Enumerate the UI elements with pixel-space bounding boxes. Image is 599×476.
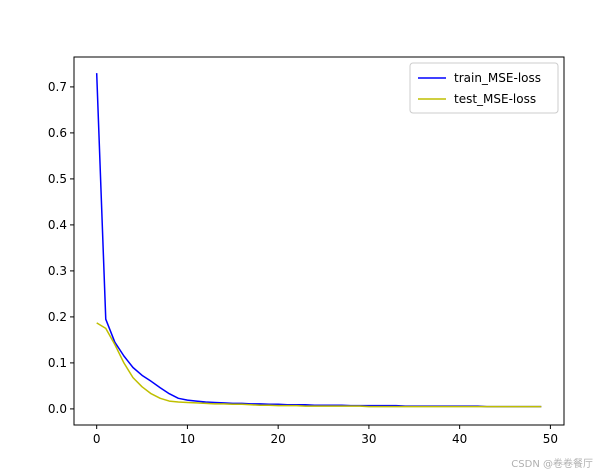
y-axis-ticks: 0.0 0.1 0.2 0.3 0.4 0.5 0.6 0.7 [48, 80, 74, 416]
y-tick-label: 0.5 [48, 172, 67, 186]
legend-label: test_MSE-loss [454, 92, 536, 106]
series-line-test_MSE-loss [96, 322, 542, 408]
y-tick-label: 0.1 [48, 356, 67, 370]
plot-area [73, 56, 565, 426]
x-tick-label: 50 [543, 432, 558, 446]
y-tick-label: 0.4 [48, 218, 67, 232]
legend-label: train_MSE-loss [454, 71, 541, 85]
x-axis-ticks: 0 10 20 30 40 50 [93, 425, 558, 446]
x-tick-label: 40 [452, 432, 467, 446]
legend-box [409, 62, 559, 114]
x-tick-label: 20 [271, 432, 286, 446]
y-tick-label: 0.0 [48, 402, 67, 416]
y-tick-label: 0.3 [48, 264, 67, 278]
y-tick-label: 0.2 [48, 310, 67, 324]
series-layer [95, 73, 542, 408]
legend: train_MSE-loss test_MSE-loss [409, 62, 559, 114]
y-tick-label: 0.6 [48, 126, 67, 140]
y-tick-label: 0.7 [48, 80, 67, 94]
watermark: CSDN @卷卷餐厅 [511, 459, 593, 470]
x-tick-label: 10 [180, 432, 195, 446]
x-tick-label: 0 [93, 432, 101, 446]
x-tick-label: 30 [361, 432, 376, 446]
